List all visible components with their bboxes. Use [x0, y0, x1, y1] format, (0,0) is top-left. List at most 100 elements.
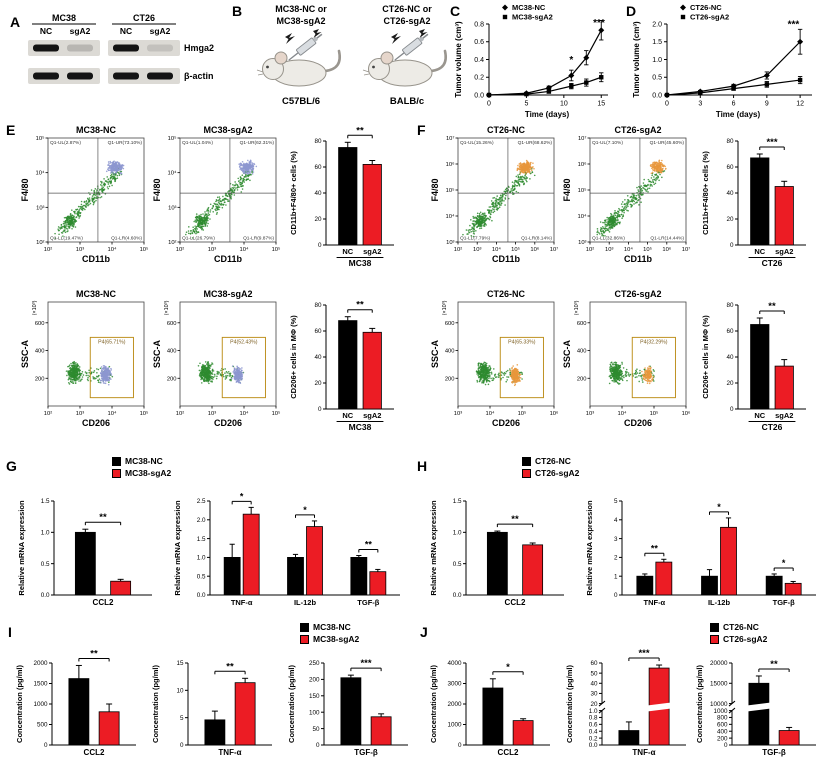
legend-mc38-g: MC38-NC MC38-sgA2 [112, 456, 171, 478]
svg-text:10⁷: 10⁷ [446, 135, 455, 142]
svg-text:40: 40 [314, 190, 322, 197]
svg-text:NC: NC [342, 247, 353, 256]
svg-text:**: ** [356, 125, 364, 136]
svg-text:20: 20 [726, 216, 734, 223]
chart-svg-E-flow-2: MC38-sgA2 Q1-UL(1.04%) Q1-UR(62.31%) Q1-LL(… [152, 125, 281, 264]
svg-text:10⁵: 10⁵ [643, 246, 652, 253]
bar-ct26-ccl2-conc: 0 1000 2000 3000 4000 * CCL2 Concentration (pg/… [428, 646, 556, 768]
injection-arm-ct26: CT26-NC or CT26-sgA2 BALB/c [352, 4, 462, 107]
panel-a-blot: MC38 NC sgA2 CT26 NC sgA2 Hmga2 β-actin [8, 12, 234, 108]
bar-mc38-ccl2-conc: 0 500 1000 1500 2000 ** CCL2 Concentration (pg/… [14, 646, 142, 768]
svg-text:10²: 10² [44, 247, 52, 253]
svg-text:NC: NC [40, 26, 52, 36]
svg-text:1.5: 1.5 [652, 39, 662, 46]
legend-swatch-nc [710, 622, 719, 632]
svg-text:sgA2: sgA2 [70, 26, 91, 36]
svg-text:10³: 10³ [446, 240, 454, 246]
mouse-tail [429, 50, 447, 73]
svg-text:CT26-NC: CT26-NC [690, 3, 722, 12]
svg-text:0.5: 0.5 [652, 75, 662, 82]
svg-text:Q1-LR(4.60%): Q1-LR(4.60%) [111, 236, 142, 242]
svg-text:2.0: 2.0 [652, 21, 662, 28]
svg-text:10⁵: 10⁵ [140, 410, 149, 417]
svg-text:**: ** [356, 300, 364, 311]
svg-text:10⁵: 10⁵ [272, 410, 281, 417]
svg-text:60: 60 [314, 328, 322, 335]
svg-text:10³: 10³ [208, 411, 216, 417]
svg-text:SSC-A: SSC-A [152, 340, 162, 369]
legend-label: CT26-sgA2 [535, 468, 580, 478]
svg-text:MC38: MC38 [52, 13, 76, 23]
svg-text:5: 5 [524, 101, 528, 108]
svg-text:10³: 10³ [208, 247, 216, 253]
legend-label: CT26-NC [535, 456, 571, 466]
svg-text:Time (days): Time (days) [525, 110, 570, 119]
svg-text:10⁷: 10⁷ [578, 135, 587, 142]
svg-text:β-actin: β-actin [184, 71, 214, 81]
legend-item: MC38-NC [112, 456, 171, 466]
syringe-icon [394, 33, 429, 61]
svg-text:10⁴: 10⁴ [36, 170, 45, 177]
svg-text:MC38: MC38 [349, 258, 372, 268]
chart-svg-F-flow-2: CT26-sgA2 Q1-UL(7.10%) Q1-UR(45.60%) Q1-LL(… [562, 125, 690, 264]
panel-letter-d: D [626, 3, 637, 19]
svg-text:0.0: 0.0 [474, 92, 484, 99]
svg-text:200: 200 [35, 376, 45, 382]
bar-mc38-ccl2-mrna: 0.0 0.5 1.0 1.5 ** CCL2 Relative mRNA expressi… [16, 484, 158, 618]
flow-mc38-nc-cd206: MC38-NC P4(65.71%) 10² 10³ 10⁴ 10⁵ 200 400 600 CD… [20, 288, 150, 438]
svg-text:10⁶: 10⁶ [550, 410, 559, 417]
svg-text:10⁴: 10⁴ [492, 246, 501, 253]
flow-mc38-nc-cd11b-f480: MC38-NC Q1-UL(2.87%) Q1-UR(73.10%) Q1-LL(19… [20, 124, 150, 274]
chart-svg-E-flow-1: MC38-NC Q1-UL(2.87%) Q1-UR(73.10%) Q1-LL(19… [20, 125, 149, 264]
chart-svg-E-flow-3: MC38-NC P4(65.71%) 10² 10³ 10⁴ 10⁵ 200 400 600 CD… [20, 289, 149, 428]
lightning-icon [285, 33, 295, 45]
panel-letter-j: J [420, 624, 428, 640]
svg-text:(×10³): (×10³) [442, 300, 448, 315]
svg-text:Tumor volume (cm³): Tumor volume (cm³) [632, 21, 641, 98]
chart-tumor-volume-ct26: 0.0 0.5 1.0 1.5 2.0 0 3 6 9 12 Time (days) Tumor vo… [630, 2, 818, 120]
syringe-icon [288, 33, 323, 61]
flow-ct26-sga2-cd206: CT26-sgA2 P4(32.29%) 10³ 10⁴ 10⁵ 10⁶ 200 400 600… [562, 288, 692, 438]
svg-text:CD206+ cells in MΦ (%): CD206+ cells in MΦ (%) [289, 315, 298, 399]
svg-text:(×10³): (×10³) [164, 300, 170, 315]
legend-ct26-j: CT26-NC CT26-sgA2 [710, 622, 767, 644]
legend-item: MC38-sgA2 [300, 634, 359, 644]
mouse-tail [323, 50, 341, 73]
svg-text:Q1-UR(73.10%): Q1-UR(73.10%) [108, 140, 143, 146]
svg-text:10³: 10³ [605, 247, 613, 253]
svg-text:10³: 10³ [76, 247, 84, 253]
svg-text:10⁵: 10⁵ [140, 246, 149, 253]
legend-label: CT26-NC [723, 622, 759, 632]
svg-text:6: 6 [732, 101, 736, 108]
svg-text:10³: 10³ [168, 205, 176, 211]
svg-text:NC: NC [342, 411, 353, 420]
svg-text:0.0: 0.0 [652, 92, 662, 99]
panel-letter-i: I [8, 624, 12, 640]
legend-label: MC38-NC [313, 622, 351, 632]
svg-text:400: 400 [445, 349, 455, 355]
svg-text:20: 20 [314, 216, 322, 223]
bar-mc38-cd206: 0 20 40 60 80 NC sgA2 ** MC38 CD206+ cells in MΦ … [288, 288, 400, 440]
svg-text:10⁴: 10⁴ [446, 213, 455, 220]
svg-text:sgA2: sgA2 [363, 247, 381, 256]
svg-text:10⁶: 10⁶ [662, 246, 671, 253]
svg-text:10²: 10² [586, 247, 594, 253]
chart-tumor-volume-mc38: 0.0 0.2 0.4 0.6 0.8 0 5 10 15 Time (days) Tumor vo… [452, 2, 614, 120]
svg-text:Q1-UR(68.62%): Q1-UR(68.62%) [518, 140, 553, 146]
svg-text:60: 60 [726, 164, 734, 171]
svg-text:F4/80: F4/80 [562, 178, 572, 201]
legend-swatch-sg [300, 634, 309, 644]
flow-ct26-nc-cd11b-f480: CT26-NC Q1-UL(15.26%) Q1-UR(68.62%) Q1-LL(7… [430, 124, 560, 274]
injection-label: MC38-NC or [275, 4, 327, 14]
chart-svg-F-flow-1: CT26-NC Q1-UL(15.26%) Q1-UR(68.62%) Q1-LL(7… [430, 125, 558, 264]
svg-text:40: 40 [314, 354, 322, 361]
bar-mc38-tnf-conc: 0 5 10 15 ** TNF-α Concentration (pg/ml) [150, 646, 278, 768]
svg-text:*: * [569, 55, 573, 66]
mouse-strain-label: BALB/c [389, 96, 425, 108]
